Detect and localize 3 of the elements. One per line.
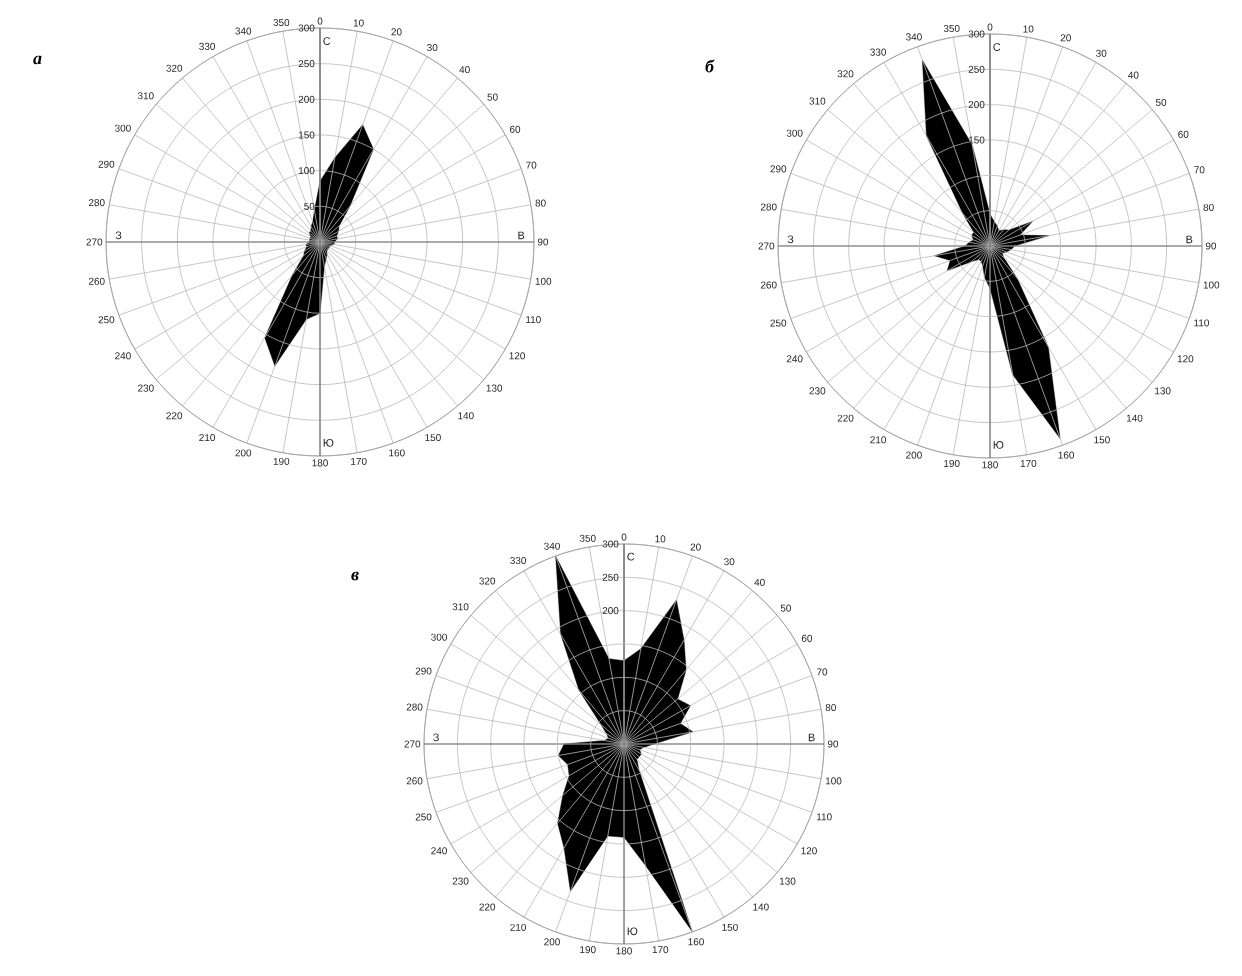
text: в (351, 571, 359, 581)
text: б (705, 59, 715, 73)
text: а (33, 55, 42, 65)
